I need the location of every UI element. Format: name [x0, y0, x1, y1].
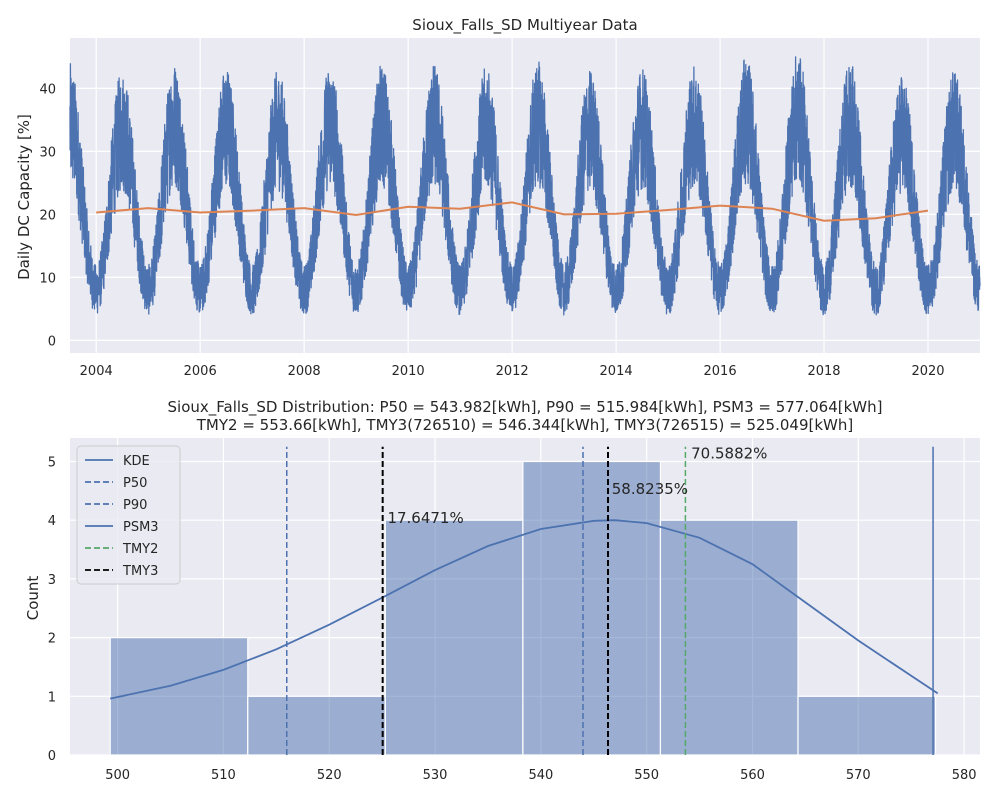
histogram-x-tick-label: 570	[846, 768, 871, 783]
legend-label: TMY2	[122, 542, 158, 557]
kde-line	[110, 519, 939, 700]
histogram-legend: KDE P50 P90 PSM3 TMY2 TMY3	[76, 445, 181, 585]
percentile-annotation: 70.5882%	[691, 445, 767, 463]
histogram-x-tick-label: 550	[634, 768, 659, 783]
timeseries-x-tick-label: 2018	[807, 364, 840, 379]
timeseries-annual-mean-line	[96, 201, 929, 222]
histogram-y-tick-label: 2	[48, 632, 56, 647]
histogram-bar	[247, 695, 386, 756]
histogram-bar	[384, 519, 524, 756]
histogram-bar	[797, 695, 937, 756]
timeseries-y-tick-label: 30	[39, 145, 56, 160]
timeseries-mean-line	[96, 201, 929, 222]
timeseries-x-tick-label: 2008	[288, 364, 321, 379]
histogram-x-tick-labels: 500 510 520 530 540 550 560 570 580	[105, 768, 976, 783]
percentile-annotation: 17.6471%	[387, 509, 463, 527]
histogram-chart: 70.5882%58.8235%17.6471% 500 510 520 530 540…	[24, 398, 980, 783]
timeseries-daily-series	[69, 56, 981, 316]
timeseries-chart: 2004 2006 2008 2010 2012 2014 2016 2018 2020 0 10…	[15, 16, 981, 379]
timeseries-y-tick-label: 0	[48, 334, 56, 349]
histogram-title-line-2: TMY2 = 553.66[kWh], TMY3(726510) = 546.3…	[196, 416, 853, 434]
legend-label: P90	[123, 498, 147, 513]
timeseries-y-tick-label: 40	[39, 82, 56, 97]
histogram-x-tick-label: 500	[105, 768, 130, 783]
timeseries-x-tick-label: 2010	[392, 364, 425, 379]
histogram-x-tick-label: 510	[211, 768, 236, 783]
histogram-y-tick-labels: 0 1 2 3 4 5	[48, 455, 56, 764]
histogram-x-tick-label: 580	[952, 768, 977, 783]
timeseries-y-tick-label: 20	[39, 208, 56, 223]
legend-label: P50	[123, 476, 147, 491]
histogram-bar	[522, 460, 662, 756]
timeseries-x-tick-label: 2014	[600, 364, 633, 379]
timeseries-y-tick-label: 10	[39, 271, 56, 286]
timeseries-y-tick-labels: 0 10 20 30 40	[39, 82, 56, 349]
histogram-y-tick-label: 3	[48, 573, 56, 588]
timeseries-y-axis-label: Daily DC Capacity [%]	[15, 114, 33, 280]
histogram-bars	[109, 460, 937, 756]
histogram-reference-lines	[285, 446, 934, 755]
histogram-x-tick-label: 540	[528, 768, 553, 783]
percentile-annotation: 58.8235%	[612, 480, 688, 498]
histogram-annotations: 70.5882%58.8235% 17.6471%	[387, 445, 767, 528]
histogram-y-axis-label: Count	[24, 576, 42, 621]
histogram-x-tick-label: 530	[423, 768, 448, 783]
histogram-y-tick-label: 1	[48, 690, 56, 705]
timeseries-x-tick-label: 2020	[911, 364, 944, 379]
timeseries-x-tick-labels: 2004 2006 2008 2010 2012 2014 2016 2018 2020	[80, 364, 945, 379]
timeseries-title: Sioux_Falls_SD Multiyear Data	[412, 16, 637, 35]
timeseries-daily-line	[69, 56, 981, 316]
timeseries-x-tick-label: 2016	[704, 364, 737, 379]
timeseries-x-tick-label: 2006	[184, 364, 217, 379]
legend-label: PSM3	[123, 520, 159, 535]
histogram-y-tick-label: 4	[48, 514, 56, 529]
histogram-bar	[659, 519, 799, 756]
timeseries-x-tick-label: 2012	[496, 364, 529, 379]
legend-label: KDE	[123, 454, 150, 469]
histogram-x-tick-label: 560	[740, 768, 765, 783]
histogram-y-tick-label: 0	[48, 749, 56, 764]
histogram-kde-curve	[110, 519, 939, 700]
legend-box	[76, 445, 181, 585]
histogram-x-tick-label: 520	[317, 768, 342, 783]
histogram-title-line-1: Sioux_Falls_SD Distribution: P50 = 543.9…	[168, 398, 883, 417]
histogram-bar	[109, 636, 249, 756]
legend-label: TMY3	[122, 564, 158, 579]
timeseries-x-tick-label: 2004	[80, 364, 113, 379]
histogram-y-tick-label: 5	[48, 455, 56, 470]
